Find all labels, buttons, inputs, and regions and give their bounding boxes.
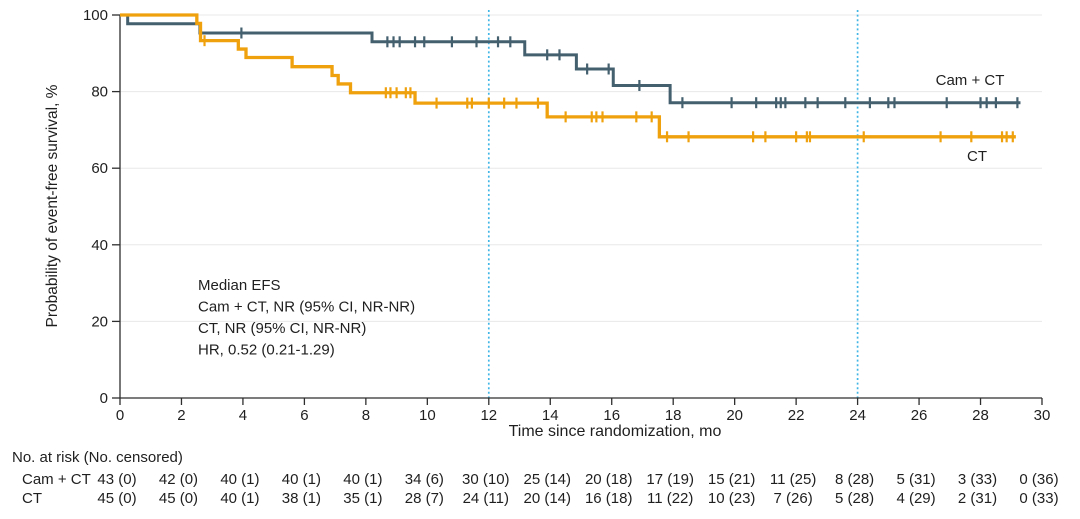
risk-value: 24 (11)	[463, 490, 509, 507]
risk-value: 40 (1)	[220, 490, 259, 507]
risk-value: 28 (7)	[405, 490, 444, 507]
x-tick-label-16: 16	[603, 407, 620, 424]
x-tick-label-18: 18	[665, 407, 682, 424]
curve-cam-ct	[120, 13, 1021, 105]
x-tick-label-26: 26	[911, 407, 928, 424]
y-tick-label-0: 0	[100, 390, 108, 407]
risk-value: 42 (0)	[159, 471, 198, 488]
survival-curves	[120, 13, 1021, 143]
x-tick-label-28: 28	[972, 407, 989, 424]
y-tick-label-20: 20	[91, 313, 108, 330]
y-tick-label-60: 60	[91, 160, 108, 177]
risk-value: 43 (0)	[97, 471, 136, 488]
x-tick-label-2: 2	[177, 407, 185, 424]
risk-value: 8 (28)	[835, 471, 874, 488]
risk-value: 5 (31)	[896, 471, 935, 488]
risk-table-values: 43 (0) 42 (0) 40 (1) 40 (1) 40 (1) 34 (6) 30 (…	[97, 471, 1058, 507]
risk-value: 45 (0)	[97, 490, 136, 507]
x-tick-label-30: 30	[1034, 407, 1051, 424]
risk-value: 20 (18)	[585, 471, 633, 488]
legend-cam-ct: Cam + CT	[936, 72, 1005, 89]
risk-value: 40 (1)	[282, 471, 321, 488]
curve-ct	[120, 13, 1016, 139]
risk-value: 11 (25)	[770, 471, 816, 488]
risk-value: 2 (31)	[958, 490, 997, 507]
risk-row-label-cam-ct: Cam + CT	[22, 471, 91, 488]
y-tick-label-100: 100	[83, 7, 108, 24]
gridlines	[120, 14, 1042, 322]
annotation-ct-median: CT, NR (95% CI, NR-NR)	[198, 320, 366, 337]
risk-value: 17 (19)	[646, 471, 694, 488]
y-axis-label: Probability of event-free survival, %	[44, 84, 61, 327]
x-tick-label-20: 20	[726, 407, 743, 424]
series-ct	[120, 13, 1016, 143]
x-tick-label-6: 6	[300, 407, 308, 424]
risk-value: 25 (14)	[523, 471, 571, 488]
annotation-median-efs: Median EFS	[198, 277, 281, 294]
x-tick-label-10: 10	[419, 407, 436, 424]
risk-row-label-ct: CT	[22, 490, 42, 507]
risk-value: 30 (10)	[462, 471, 510, 488]
risk-value: 0 (36)	[1019, 471, 1058, 488]
x-tick-label-4: 4	[239, 407, 247, 424]
annotation-cam-ct-median: Cam + CT, NR (95% CI, NR-NR)	[198, 299, 415, 316]
risk-value: 11 (22)	[647, 490, 693, 507]
y-tick-label-80: 80	[91, 84, 108, 101]
risk-value: 5 (28)	[835, 490, 874, 507]
risk-value: 35 (1)	[343, 490, 382, 507]
x-tick-label-12: 12	[480, 407, 497, 424]
x-tick-label-0: 0	[116, 407, 124, 424]
risk-table-header: No. at risk (No. censored)	[12, 449, 183, 466]
x-tick-label-24: 24	[849, 407, 866, 424]
x-tick-label-8: 8	[362, 407, 370, 424]
risk-value: 38 (1)	[282, 490, 321, 507]
risk-value: 40 (1)	[343, 471, 382, 488]
risk-value: 7 (26)	[774, 490, 813, 507]
risk-value: 4 (29)	[896, 490, 935, 507]
risk-value: 16 (18)	[585, 490, 633, 507]
risk-value: 40 (1)	[220, 471, 259, 488]
legend-ct: CT	[967, 148, 987, 165]
annotation-hazard-ratio: HR, 0.52 (0.21-1.29)	[198, 342, 335, 359]
x-axis-label: Time since randomization, mo	[509, 423, 722, 440]
y-tick-label-40: 40	[91, 237, 108, 254]
x-tick-label-14: 14	[542, 407, 559, 424]
risk-value: 34 (6)	[405, 471, 444, 488]
risk-value: 0 (33)	[1019, 490, 1058, 507]
series-cam-ct	[120, 13, 1021, 109]
risk-value: 45 (0)	[159, 490, 198, 507]
x-tick-label-22: 22	[788, 407, 805, 424]
risk-value: 20 (14)	[523, 490, 571, 507]
risk-value: 3 (33)	[958, 471, 997, 488]
reference-lines	[487, 10, 859, 398]
risk-value: 15 (21)	[708, 471, 756, 488]
risk-value: 10 (23)	[708, 490, 756, 507]
